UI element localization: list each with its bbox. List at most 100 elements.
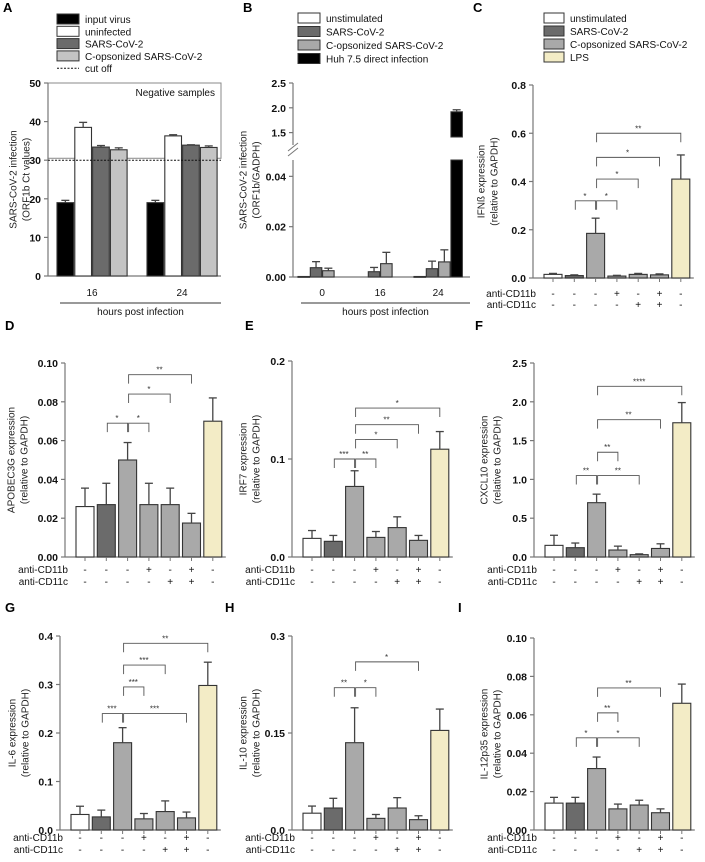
treatment-sign: -: [332, 565, 335, 576]
panel-letter: E: [245, 318, 254, 333]
treatment-label-anti-cd11c: anti-CD11c: [19, 577, 68, 588]
y-tick-label: 0.3: [38, 680, 53, 692]
treatment-sign: -: [310, 845, 313, 856]
y-tick-label: 0.5: [512, 513, 527, 525]
significance-bracket: [596, 178, 639, 189]
x-category-label: 24: [176, 288, 188, 299]
significance-label: **: [583, 467, 589, 476]
y-tick-label: 0.0: [512, 552, 527, 564]
significance-bracket: [123, 664, 166, 675]
treatment-sign: -: [310, 565, 313, 576]
bar-huh-7-5-direct-infection: [450, 159, 463, 278]
y-tick-label: 0.6: [511, 128, 526, 140]
bar-c-opsonized-sars-cov-2: [109, 149, 128, 277]
significance-label: ***: [139, 656, 148, 665]
y-tick-label: 40: [29, 117, 41, 129]
legend-swatch: [56, 50, 80, 62]
treatment-sign: +: [615, 565, 621, 576]
legend-label: C-opsonized SARS-CoV-2: [570, 40, 688, 51]
y-tick-label: 2.0: [271, 103, 286, 115]
bar-sars-cov-2: [425, 268, 439, 278]
legend-swatch: [297, 26, 321, 37]
bar: [203, 420, 223, 558]
y-tick-label: 0.4: [38, 631, 53, 643]
treatment-sign: -: [573, 300, 576, 311]
treatment-sign: -: [396, 565, 399, 576]
significance-bracket: [101, 713, 124, 723]
treatment-sign: -: [679, 300, 682, 311]
bar: [408, 539, 429, 558]
bar: [586, 232, 606, 279]
y-tick-label: 0.00: [507, 825, 528, 837]
panel-i: I 0.00 0.02 0.04 0.06 0.08 0.10 IL-12p35 expres…: [458, 600, 695, 856]
treatment-sign: -: [574, 577, 577, 588]
y-tick-label: 0.02: [266, 222, 287, 234]
bar: [629, 804, 649, 831]
legend-label: SARS-CoV-2: [326, 28, 385, 39]
significance-label: **: [604, 443, 610, 452]
treatment-sign: +: [141, 833, 147, 844]
y-axis-label: SARS-CoV-2 infection: [239, 131, 250, 229]
x-axis-label: hours post infection: [97, 307, 184, 318]
bar: [607, 275, 627, 279]
treatment-sign: -: [211, 577, 214, 588]
significance-label: **: [156, 366, 162, 375]
y-tick-label: 0.3: [270, 631, 285, 643]
significance-label: **: [615, 467, 621, 476]
significance-label: ***: [150, 705, 159, 714]
treatment-sign: -: [551, 300, 554, 311]
significance-bracket: [128, 374, 192, 384]
panel-letter: B: [243, 0, 252, 15]
legend-label: input virus: [85, 15, 131, 26]
axis-break-mark: [287, 142, 299, 152]
y-axis-label: SARS-CoV-2 infection: [9, 130, 20, 228]
treatment-sign: +: [636, 577, 642, 588]
bar: [387, 807, 407, 831]
bar: [176, 817, 197, 831]
treatment-sign: -: [574, 565, 577, 576]
bar: [628, 273, 648, 279]
treatment-sign: -: [595, 833, 598, 844]
bar: [408, 819, 429, 831]
treatment-sign: -: [353, 845, 356, 856]
y-axis-label: IL-10 expression: [239, 696, 250, 770]
y-tick-label: 0.02: [38, 513, 59, 525]
y-tick-label: 20: [29, 194, 41, 206]
treatment-sign: +: [635, 300, 641, 311]
legend: unstimulated SARS-CoV-2 C-opsonized SARS-C…: [543, 12, 688, 64]
bar: [587, 768, 607, 831]
bar-uninfected: [164, 135, 183, 277]
y-tick-label: 0.00: [266, 272, 287, 284]
treatment-sign: -: [78, 833, 81, 844]
legend-label: unstimulated: [326, 14, 383, 25]
treatment-sign: -: [680, 845, 683, 856]
bar-input-virus: [56, 202, 75, 277]
panel-letter: C: [473, 0, 483, 15]
treatment-sign: -: [105, 577, 108, 588]
y-tick-label: 0.0: [270, 552, 285, 564]
treatment-sign: -: [374, 845, 377, 856]
y-tick-label: 1.0: [512, 474, 527, 486]
treatment-sign: -: [121, 845, 124, 856]
treatment-sign: -: [374, 577, 377, 588]
significance-label: *: [583, 192, 586, 201]
y-tick-label: 0.08: [38, 397, 59, 409]
panel-g: G 0.0 0.1 0.2 0.3 0.4 IL-6 expression (relative…: [5, 600, 221, 856]
y-tick-label: 0.0: [511, 273, 526, 285]
treatment-sign: -: [679, 289, 682, 300]
significance-label: **: [635, 124, 641, 133]
significance-label: ***: [107, 705, 116, 714]
treatment-sign: -: [353, 565, 356, 576]
treatment-sign: -: [595, 565, 598, 576]
treatment-sign: -: [211, 565, 214, 576]
panel-letter: H: [225, 600, 234, 615]
significance-bracket: [596, 132, 682, 143]
y-axis-label: (relative to GAPDH): [490, 137, 501, 225]
y-tick-label: 50: [29, 78, 41, 90]
significance-label: *: [115, 414, 118, 423]
treatment-sign: +: [658, 565, 664, 576]
y-axis-label: (relative to GAPDH): [20, 416, 31, 504]
significance-label: ***: [339, 450, 348, 459]
treatment-sign: -: [552, 845, 555, 856]
